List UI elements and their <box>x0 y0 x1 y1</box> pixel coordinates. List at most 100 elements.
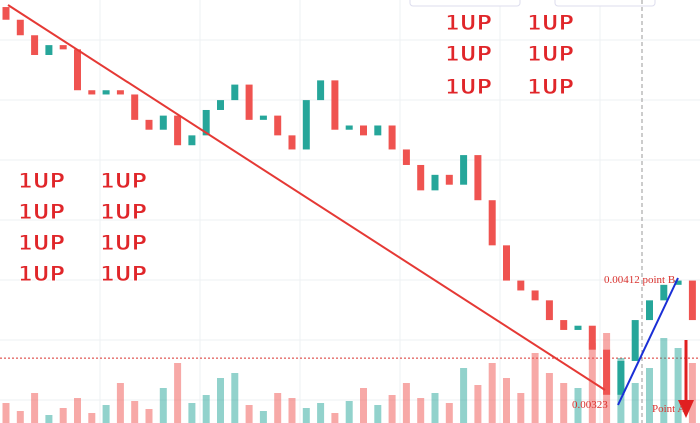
logo-text: 1UP <box>18 231 65 255</box>
candle-body <box>302 100 310 150</box>
volume-bar <box>517 393 525 423</box>
volume-bar <box>317 403 325 423</box>
candle-body <box>131 94 139 120</box>
candle-body <box>531 290 539 301</box>
volume-bar <box>88 413 96 423</box>
volume-bar <box>74 398 81 423</box>
candle-body <box>59 45 67 50</box>
volume-bar <box>631 383 639 423</box>
volume-bar <box>474 385 482 423</box>
volume-bar <box>688 363 696 423</box>
volume-bar <box>188 403 196 423</box>
volume-bar <box>431 393 439 423</box>
candle-body <box>345 125 353 130</box>
trend-line <box>7 4 606 391</box>
annotation: 0.00412 point B <box>604 274 675 286</box>
annotation: 0.00323 <box>572 399 608 411</box>
volume-bar <box>16 411 24 423</box>
volume-bar <box>302 408 310 423</box>
candle-body <box>588 325 596 350</box>
candle-body <box>116 90 124 95</box>
candle-body <box>259 115 267 120</box>
candle-body <box>402 149 410 165</box>
candle-body <box>360 125 367 136</box>
volume-bar <box>145 409 153 423</box>
logo-text: 1UP <box>527 11 574 35</box>
volume-bar <box>360 388 367 423</box>
volume-bar <box>331 413 339 423</box>
volume-bar <box>417 398 425 423</box>
volume-bar <box>574 388 582 423</box>
candle-body <box>245 84 253 120</box>
candle-body <box>45 45 53 55</box>
volume-bar <box>388 395 396 423</box>
logo-text: 1UP <box>445 75 492 99</box>
volume-bar <box>59 408 67 423</box>
candle-body <box>217 100 224 110</box>
candle-body <box>488 200 496 246</box>
candle-body <box>617 360 625 395</box>
volume-bar <box>131 401 139 423</box>
volume-bar <box>245 405 253 423</box>
candle-body <box>388 125 396 150</box>
candle-body <box>688 280 696 321</box>
candle-body <box>474 155 482 201</box>
volume-bar <box>31 393 39 423</box>
volume-bar <box>288 398 296 423</box>
candle-body <box>16 19 24 36</box>
volume-bar <box>159 388 167 423</box>
logo-text: 1UP <box>527 75 574 99</box>
volume-bar <box>217 378 224 423</box>
candle-body <box>631 320 639 361</box>
candle-body <box>431 174 439 191</box>
volume-bar <box>588 343 596 423</box>
volume-bar <box>560 383 568 423</box>
candle-body <box>646 300 653 321</box>
volume-bar <box>174 363 182 423</box>
candle-body <box>503 245 510 281</box>
candle-body <box>660 284 668 301</box>
candle-body <box>574 325 582 330</box>
volume-bar <box>545 373 553 423</box>
logo-text: 1UP <box>527 42 574 66</box>
candle-body <box>317 80 325 101</box>
volume-bar <box>503 378 510 423</box>
trend-line-blue <box>617 277 679 406</box>
logo-text: 1UP <box>445 11 492 35</box>
logo-text: 1UP <box>18 200 65 224</box>
annotation: Point A <box>652 403 685 415</box>
candle-body <box>102 90 110 95</box>
candle-body <box>417 164 425 191</box>
volume-bar <box>102 405 110 423</box>
top-box <box>554 0 656 7</box>
candle-body <box>288 135 296 150</box>
volume-bar <box>460 368 468 423</box>
candle-body <box>603 349 611 395</box>
volume-bar <box>531 353 539 423</box>
volume-bar <box>646 368 653 423</box>
candle-body <box>274 115 282 136</box>
volume-bar <box>202 395 210 423</box>
logo-text: 1UP <box>100 200 147 224</box>
candle-body <box>560 320 568 330</box>
volume-bar <box>445 403 453 423</box>
candle-body <box>202 109 210 136</box>
candle-body <box>188 135 196 146</box>
volume-bar <box>259 411 267 423</box>
volume-bar <box>374 405 382 423</box>
volume-bar <box>116 383 124 423</box>
volume-bar <box>274 393 282 423</box>
logo-text: 1UP <box>100 231 147 255</box>
candle-body <box>445 174 453 185</box>
logo-text: 1UP <box>445 42 492 66</box>
logo-text: 1UP <box>100 169 147 193</box>
volume-bar <box>402 383 410 423</box>
candle-body <box>159 115 167 130</box>
candle-body <box>231 84 239 101</box>
volume-bar <box>660 338 668 423</box>
volume-bar <box>45 415 53 423</box>
volume-bar <box>231 373 239 423</box>
